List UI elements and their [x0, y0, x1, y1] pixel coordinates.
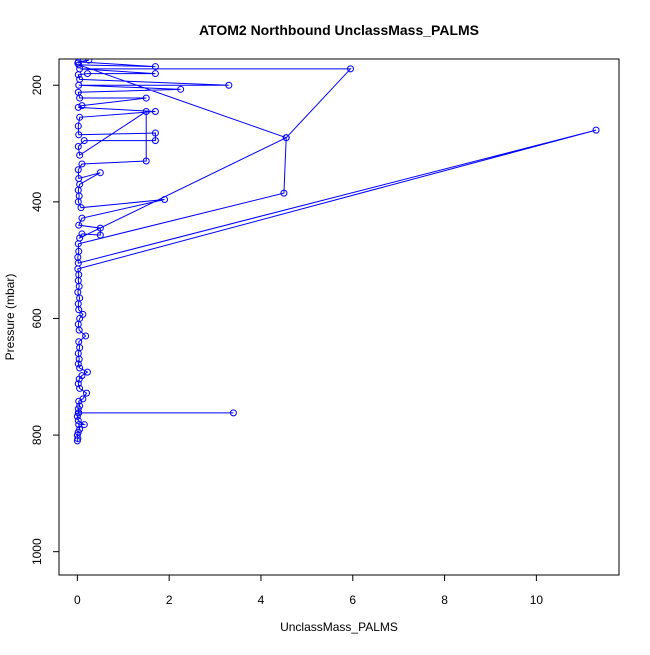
chart-title: ATOM2 Northbound UnclassMass_PALMS [199, 22, 479, 38]
data-point [151, 63, 159, 71]
data-point [78, 230, 86, 238]
data-point [74, 122, 82, 130]
data-point [75, 247, 83, 255]
data-point [229, 409, 237, 417]
y-tick-label: 1000 [30, 538, 44, 565]
data-point [75, 221, 83, 229]
data-point [83, 389, 91, 397]
data-point [151, 70, 159, 78]
data-point [74, 166, 82, 174]
data-point [280, 189, 288, 197]
data-point [142, 107, 150, 115]
data-point [73, 431, 81, 439]
data-point [161, 196, 169, 204]
data-point [142, 94, 150, 102]
x-tick-label: 0 [74, 593, 81, 607]
data-point [75, 175, 83, 183]
y-tick-label: 600 [30, 308, 44, 328]
data-point [80, 137, 88, 145]
data-point [151, 107, 159, 115]
data-point [79, 395, 87, 403]
data-point [83, 368, 91, 376]
data-point [78, 214, 86, 222]
data-point [74, 88, 82, 96]
x-tick-label: 4 [258, 593, 265, 607]
data-point [74, 416, 82, 424]
data-point [96, 169, 104, 177]
y-tick-label: 400 [30, 192, 44, 212]
data-point [79, 310, 87, 318]
y-tick-label: 800 [30, 425, 44, 445]
series-layer [73, 59, 600, 445]
data-point [282, 134, 290, 142]
data-point [78, 160, 86, 168]
data-point [76, 425, 84, 433]
data-point [74, 103, 82, 111]
data-point [78, 102, 86, 110]
data-point [76, 113, 84, 121]
data-point [96, 231, 104, 239]
data-point [75, 409, 83, 417]
data-point [73, 412, 81, 420]
data-point [346, 65, 354, 73]
data-point [83, 70, 91, 78]
data-point [82, 332, 90, 340]
y-tick-label: 200 [30, 75, 44, 95]
x-tick-label: 2 [166, 593, 173, 607]
data-point [74, 380, 82, 388]
x-axis-label: UnclassMass_PALMS [280, 620, 398, 634]
data-point [592, 126, 600, 134]
x-tick-label: 10 [530, 593, 544, 607]
data-point [75, 131, 83, 139]
series-line [76, 59, 597, 441]
data-point [85, 59, 93, 64]
y-axis: 200 400 600 800 1000 [30, 75, 60, 565]
data-point [96, 224, 104, 232]
data-point [76, 151, 84, 159]
x-axis: 0 2 4 6 8 10 [74, 574, 544, 607]
data-point [177, 85, 185, 93]
data-point [77, 204, 85, 212]
data-point [151, 129, 159, 137]
data-point [74, 360, 82, 368]
y-axis-label: Pressure (mbar) [3, 274, 17, 361]
data-point [76, 402, 84, 410]
data-point [151, 137, 159, 145]
data-point [225, 81, 233, 89]
data-point [74, 59, 82, 67]
data-point [74, 142, 82, 150]
data-point [142, 157, 150, 165]
data-point [76, 234, 84, 242]
data-point [78, 372, 86, 380]
x-tick-label: 8 [441, 593, 448, 607]
data-point [76, 75, 84, 83]
data-point [76, 364, 84, 372]
data-point [75, 338, 83, 346]
data-point [76, 384, 84, 392]
data-point [80, 421, 88, 429]
x-tick-label: 6 [349, 593, 356, 607]
